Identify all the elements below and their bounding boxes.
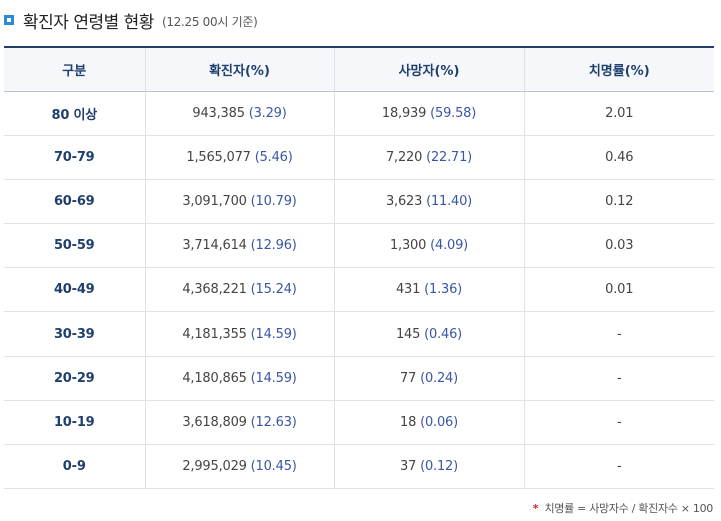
fatality-cell: 0.12 [523, 179, 714, 225]
age-group-cell: 20-29 [4, 356, 145, 401]
cases-value: 3,091,700 [182, 193, 247, 209]
fatality-cell: - [523, 356, 714, 401]
cases-value: 2,995,029 [182, 459, 247, 475]
page-subtitle: (12.25 00시 기준) [161, 15, 258, 29]
cases-cell: 3,091,700 (10.79) [144, 179, 334, 225]
age-group-cell: 10-19 [4, 400, 145, 446]
age-group-cell: 40-49 [4, 267, 145, 313]
square-bullet-icon [4, 15, 14, 25]
table-row: 50-59 3,714,614 (12.96) 1,300 (4.09) 0.03 [4, 223, 714, 269]
deaths-value: 37 [400, 459, 417, 475]
deaths-cell: 145 (0.46) [333, 311, 524, 357]
age-group-cell: 80 이상 [4, 91, 145, 136]
cases-value: 943,385 [192, 105, 245, 121]
deaths-percent: (1.36) [424, 282, 463, 298]
deaths-value: 18,939 [381, 105, 427, 121]
table-header-row: 구분 확진자(%) 사망자(%) 치명률(%) [4, 46, 714, 92]
cases-value: 3,618,809 [182, 414, 247, 430]
fatality-cell: 2.01 [523, 91, 714, 136]
deaths-cell: 18,939 (59.58) [333, 91, 524, 136]
header-deaths: 사망자(%) [333, 46, 524, 92]
deaths-percent: (59.58) [430, 105, 477, 121]
header-cases: 확진자(%) [144, 46, 334, 92]
deaths-cell: 7,220 (22.71) [333, 135, 524, 180]
cases-value: 4,368,221 [182, 282, 247, 298]
table-row: 30-39 4,181,355 (14.59) 145 (0.46) - [4, 311, 714, 357]
header-fatality: 치명률(%) [523, 46, 714, 92]
fatality-cell: 0.46 [523, 135, 714, 180]
footnote-text: 치명률 = 사망자수 / 확진자수 × 100 [544, 502, 713, 515]
footnote: * 치명률 = 사망자수 / 확진자수 × 100 [532, 500, 714, 516]
table-row: 60-69 3,091,700 (10.79) 3,623 (11.40) 0.12 [4, 179, 714, 225]
table-row: 20-29 4,180,865 (14.59) 77 (0.24) - [4, 356, 714, 401]
page-title: 확진자 연령별 현황 [23, 12, 154, 33]
table-row: 0-9 2,995,029 (10.45) 37 (0.12) - [4, 444, 714, 490]
deaths-value: 1,300 [389, 238, 427, 254]
cases-cell: 943,385 (3.29) [144, 91, 334, 136]
cases-percent: (5.46) [254, 149, 293, 165]
age-group-cell: 50-59 [4, 223, 145, 269]
deaths-cell: 18 (0.06) [333, 400, 524, 446]
cases-percent: (12.63) [250, 414, 297, 430]
deaths-percent: (4.09) [430, 238, 469, 254]
deaths-percent: (22.71) [426, 149, 473, 165]
deaths-cell: 1,300 (4.09) [333, 223, 524, 269]
title-row: 확진자 연령별 현황 (12.25 00시 기준) [4, 8, 258, 33]
cases-cell: 2,995,029 (10.45) [144, 444, 334, 490]
cases-value: 4,181,355 [182, 326, 247, 342]
age-group-cell: 60-69 [4, 179, 145, 225]
deaths-cell: 77 (0.24) [333, 356, 524, 401]
footnote-marker: * [532, 502, 539, 515]
cases-cell: 4,181,355 (14.59) [144, 311, 334, 357]
deaths-cell: 431 (1.36) [333, 267, 524, 313]
deaths-percent: (0.06) [420, 414, 458, 430]
fatality-cell: 0.03 [523, 223, 714, 269]
header-group: 구분 [4, 46, 145, 92]
table-row: 40-49 4,368,221 (15.24) 431 (1.36) 0.01 [4, 267, 714, 313]
fatality-cell: 0.01 [523, 267, 714, 313]
deaths-value: 431 [395, 282, 421, 298]
cases-cell: 4,180,865 (14.59) [144, 356, 334, 401]
deaths-value: 3,623 [385, 193, 423, 209]
cases-percent: (14.59) [250, 370, 297, 386]
deaths-value: 77 [400, 370, 417, 386]
cases-value: 3,714,614 [182, 238, 247, 254]
table-row: 70-79 1,565,077 (5.46) 7,220 (22.71) 0.46 [4, 135, 714, 180]
cases-percent: (12.96) [250, 238, 297, 254]
cases-value: 1,565,077 [186, 149, 251, 165]
age-group-cell: 70-79 [4, 135, 145, 180]
table-row: 80 이상 943,385 (3.29) 18,939 (59.58) 2.01 [4, 91, 714, 136]
deaths-value: 7,220 [385, 149, 423, 165]
cases-cell: 3,714,614 (12.96) [144, 223, 334, 269]
deaths-cell: 3,623 (11.40) [333, 179, 524, 225]
fatality-cell: - [523, 444, 714, 490]
deaths-value: 145 [395, 326, 421, 342]
age-group-cell: 30-39 [4, 311, 145, 357]
deaths-percent: (0.46) [424, 326, 463, 342]
table-row: 10-19 3,618,809 (12.63) 18 (0.06) - [4, 400, 714, 446]
deaths-percent: (0.24) [420, 370, 458, 386]
cases-percent: (15.24) [250, 282, 297, 298]
cases-percent: (10.79) [250, 193, 297, 209]
cases-cell: 4,368,221 (15.24) [144, 267, 334, 313]
cases-value: 4,180,865 [182, 370, 247, 386]
age-stats-table: 구분 확진자(%) 사망자(%) 치명률(%) 80 이상 943,385 (3.… [4, 46, 714, 490]
deaths-percent: (11.40) [426, 193, 473, 209]
fatality-cell: - [523, 400, 714, 446]
deaths-percent: (0.12) [420, 459, 458, 475]
cases-cell: 3,618,809 (12.63) [144, 400, 334, 446]
cases-cell: 1,565,077 (5.46) [144, 135, 334, 180]
cases-percent: (3.29) [248, 105, 287, 121]
fatality-cell: - [523, 311, 714, 357]
deaths-cell: 37 (0.12) [333, 444, 524, 490]
age-group-cell: 0-9 [4, 444, 145, 490]
cases-percent: (14.59) [250, 326, 297, 342]
cases-percent: (10.45) [250, 459, 297, 475]
deaths-value: 18 [400, 414, 417, 430]
